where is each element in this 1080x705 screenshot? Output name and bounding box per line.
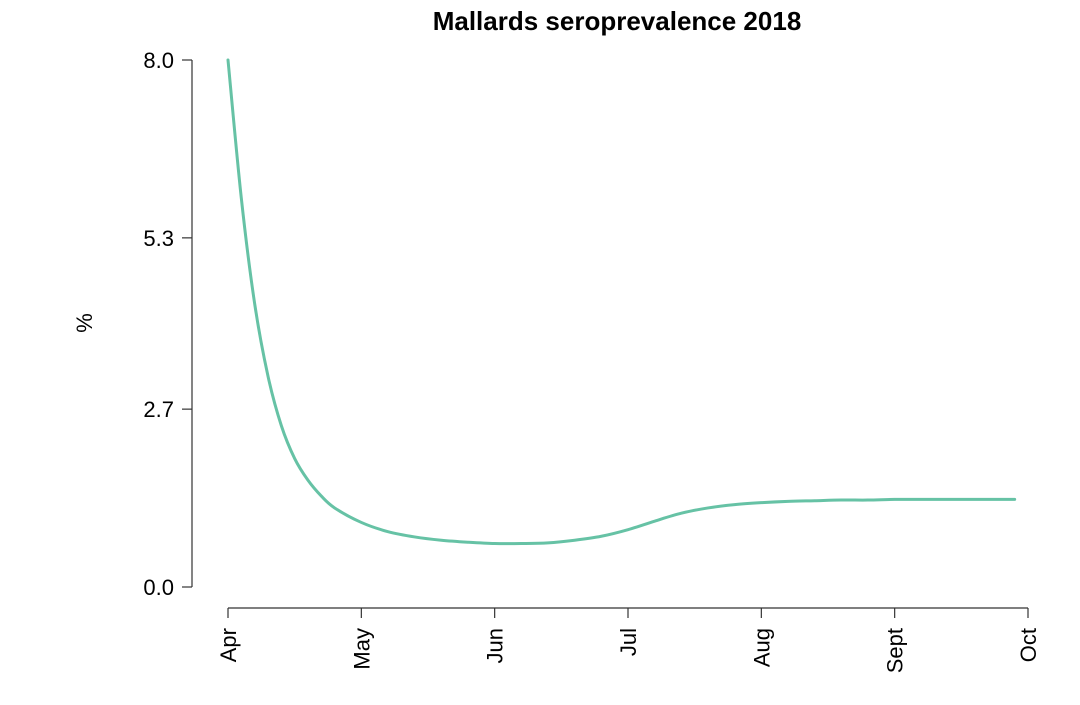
y-ticks: 0.0 2.7 5.3 8.0 xyxy=(143,48,192,600)
y-tick-label: 0.0 xyxy=(143,575,174,600)
x-tick-label: Jul xyxy=(616,628,641,656)
y-axis-label: % xyxy=(72,313,97,333)
x-tick-label: Jun xyxy=(483,628,508,663)
y-tick-label: 8.0 xyxy=(143,48,174,73)
x-tick-label: May xyxy=(349,628,374,670)
chart-title: Mallards seroprevalence 2018 xyxy=(433,6,802,36)
x-tick-label: Sept xyxy=(883,628,908,673)
y-tick-label: 2.7 xyxy=(143,397,174,422)
x-tick-label: Oct xyxy=(1016,628,1041,662)
x-ticks: Apr May Jun Jul Aug Sept Oct xyxy=(216,608,1041,673)
x-tick-label: Apr xyxy=(216,628,241,662)
series-line xyxy=(226,58,1017,546)
y-tick-label: 5.3 xyxy=(143,226,174,251)
x-tick-label: Aug xyxy=(749,628,774,667)
